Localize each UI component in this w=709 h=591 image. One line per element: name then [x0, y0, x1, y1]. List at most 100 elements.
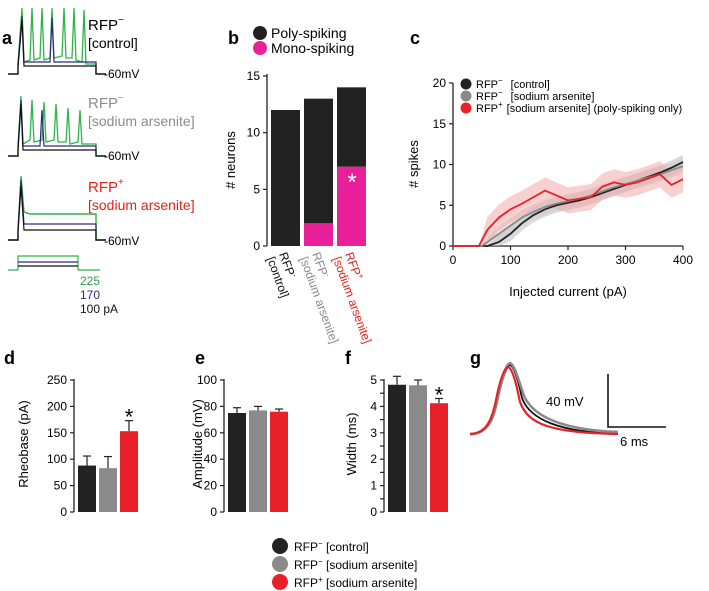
legend-marker-poly — [253, 26, 267, 40]
panel-d-bars — [78, 420, 138, 512]
panel-f-ytick-label: 2 — [370, 452, 377, 466]
panel-e-ytick-label: 20 — [204, 479, 218, 493]
trace-group-arsenite-neg: RFP− [sodium arsenite] -60mV — [8, 93, 195, 163]
panel-b-bar-mono — [337, 166, 366, 246]
spike-control — [469, 364, 619, 435]
legend-marker-arsenite-pos — [460, 102, 472, 114]
panel-d-bar — [99, 468, 117, 512]
panel-b-ytick-label: 5 — [253, 182, 260, 196]
current-steps: 225 170 100 pA — [8, 255, 118, 316]
panel-f-ytick-label: 3 — [370, 426, 377, 440]
step-label-225: 225 — [80, 274, 100, 288]
voltage-label: -60mV — [104, 149, 139, 163]
panel-e-ytick-label: 80 — [204, 399, 218, 413]
trace-label-sub: [control] — [88, 35, 138, 51]
panel-d-annotation: * — [125, 405, 134, 430]
panel-c-ytick-label: 0 — [439, 239, 446, 253]
panel-e-chart: 0 20 40 60 80 100 Amplitude (mV) — [190, 373, 288, 519]
panel-b-ytick-label: 15 — [247, 69, 261, 83]
panel-d-chart: 0 50 100 150 200 250 Rheobase (pA) * — [16, 373, 138, 519]
panel-c-ylabel: # spikes — [406, 140, 421, 188]
panel-label-f: f — [345, 348, 352, 368]
panel-d-ytick-label: 0 — [60, 505, 67, 519]
bottom-legend-marker-control — [272, 538, 288, 554]
panel-label-d: d — [4, 348, 15, 368]
panel-d-ytick-label: 200 — [47, 399, 67, 413]
panel-e-bars — [228, 405, 288, 512]
panel-d-ytick-label: 150 — [47, 426, 67, 440]
legend-marker-arsenite-neg — [460, 90, 472, 102]
scale-bar — [607, 374, 666, 428]
panel-b-annotation: * — [347, 169, 356, 196]
panel-b-bar-poly — [304, 98, 333, 224]
panel-e-ylabel: Amplitude (mV) — [190, 399, 205, 489]
panel-f-ytick-label: 5 — [370, 373, 377, 387]
panel-b-axes: 0 5 10 15 — [247, 69, 268, 253]
panel-d-bar — [78, 465, 96, 512]
panel-b-bars — [271, 87, 366, 246]
scale-time-label: 6 ms — [620, 434, 649, 449]
panel-a-traces: RFP− [control] -60mV RFP− [sodium arseni… — [8, 7, 195, 316]
panel-c-xtick-label: 300 — [615, 253, 635, 267]
legend-label-mono: Mono-spiking — [271, 40, 354, 56]
panel-d-ytick-label: 100 — [47, 452, 67, 466]
panel-b-bar-mono — [304, 223, 333, 246]
panel-f-ytick-label: 1 — [370, 479, 377, 493]
panel-f-bars — [388, 375, 448, 512]
bottom-legend: RFP− [control] RFP− [sodium arsenite] RF… — [272, 538, 417, 590]
panel-d-ytick-label: 50 — [54, 479, 68, 493]
trace-label-main: RFP− — [88, 93, 124, 112]
panel-f-ylabel: Width (ms) — [344, 413, 359, 476]
bottom-legend-label-arsenite-neg: RFP− [sodium arsenite] — [294, 557, 417, 572]
panel-c-ytick-label: 20 — [433, 76, 447, 90]
panel-c-line-arsenite-pos — [453, 173, 684, 247]
panel-c-xtick-label: 100 — [500, 253, 520, 267]
step-label-170: 170 — [80, 288, 100, 302]
panel-b-ytick-label: 0 — [253, 239, 260, 253]
panel-c-xtick-label: 400 — [673, 253, 693, 267]
legend-label-arsenite-pos: RFP+ [sodium arsenite] (poly-spiking only… — [476, 100, 682, 115]
panel-f-bar — [388, 384, 406, 512]
step-label-100: 100 pA — [80, 302, 118, 316]
panel-label-g: g — [470, 348, 481, 368]
panel-b-bar-poly — [337, 87, 366, 167]
step-green — [8, 255, 100, 271]
panel-c-ytick-label: 5 — [439, 198, 446, 212]
trace-black-3 — [8, 185, 106, 241]
panel-c-xlabel: Injected current (pA) — [509, 284, 627, 299]
panel-e-ytick-label: 100 — [197, 373, 217, 387]
panel-f-annotation: * — [435, 382, 444, 407]
panel-c-series — [453, 154, 684, 247]
panel-b-chart: Poly-spiking Mono-spiking 0 5 10 15 # neuro… — [223, 25, 374, 345]
panel-c-xtick-label: 0 — [450, 253, 457, 267]
legend-marker-mono — [253, 41, 267, 55]
voltage-label: -60mV — [104, 67, 139, 81]
panel-c-ytick-label: 15 — [433, 117, 447, 131]
panel-label-e: e — [195, 348, 205, 368]
panel-label-b: b — [228, 28, 239, 48]
panel-d-ylabel: Rheobase (pA) — [16, 400, 31, 487]
spike-arsenite-pos — [469, 365, 619, 436]
panel-e-ytick-label: 60 — [204, 426, 218, 440]
panel-d-ytick-label: 250 — [47, 373, 67, 387]
legend-label-poly: Poly-spiking — [271, 25, 346, 41]
panel-b-ytick-label: 10 — [247, 126, 261, 140]
panel-b-legend: Poly-spiking Mono-spiking — [253, 25, 354, 56]
panel-f-bar — [409, 385, 427, 512]
panel-e-bar — [228, 413, 246, 512]
panel-label-a: a — [2, 28, 13, 48]
bottom-legend-marker-arsenite-neg — [272, 556, 288, 572]
panel-e-ytick-label: 40 — [204, 452, 218, 466]
panel-b-bar-poly — [271, 110, 300, 246]
spike-arsenite-neg — [469, 361, 619, 436]
panel-c-ytick-label: 10 — [433, 158, 447, 172]
panel-b-category-label: RFP-[control] — [264, 250, 305, 300]
trace-black-1 — [8, 19, 106, 75]
panel-g-spike-overlay: 40 mV 6 ms — [469, 361, 666, 449]
panel-f-chart: 0 1 2 3 4 5 Width (ms) * — [344, 373, 448, 519]
panel-e-bar — [270, 411, 288, 512]
bottom-legend-label-control: RFP− [control] — [294, 539, 369, 554]
trace-label-main: RFP− — [88, 15, 124, 34]
